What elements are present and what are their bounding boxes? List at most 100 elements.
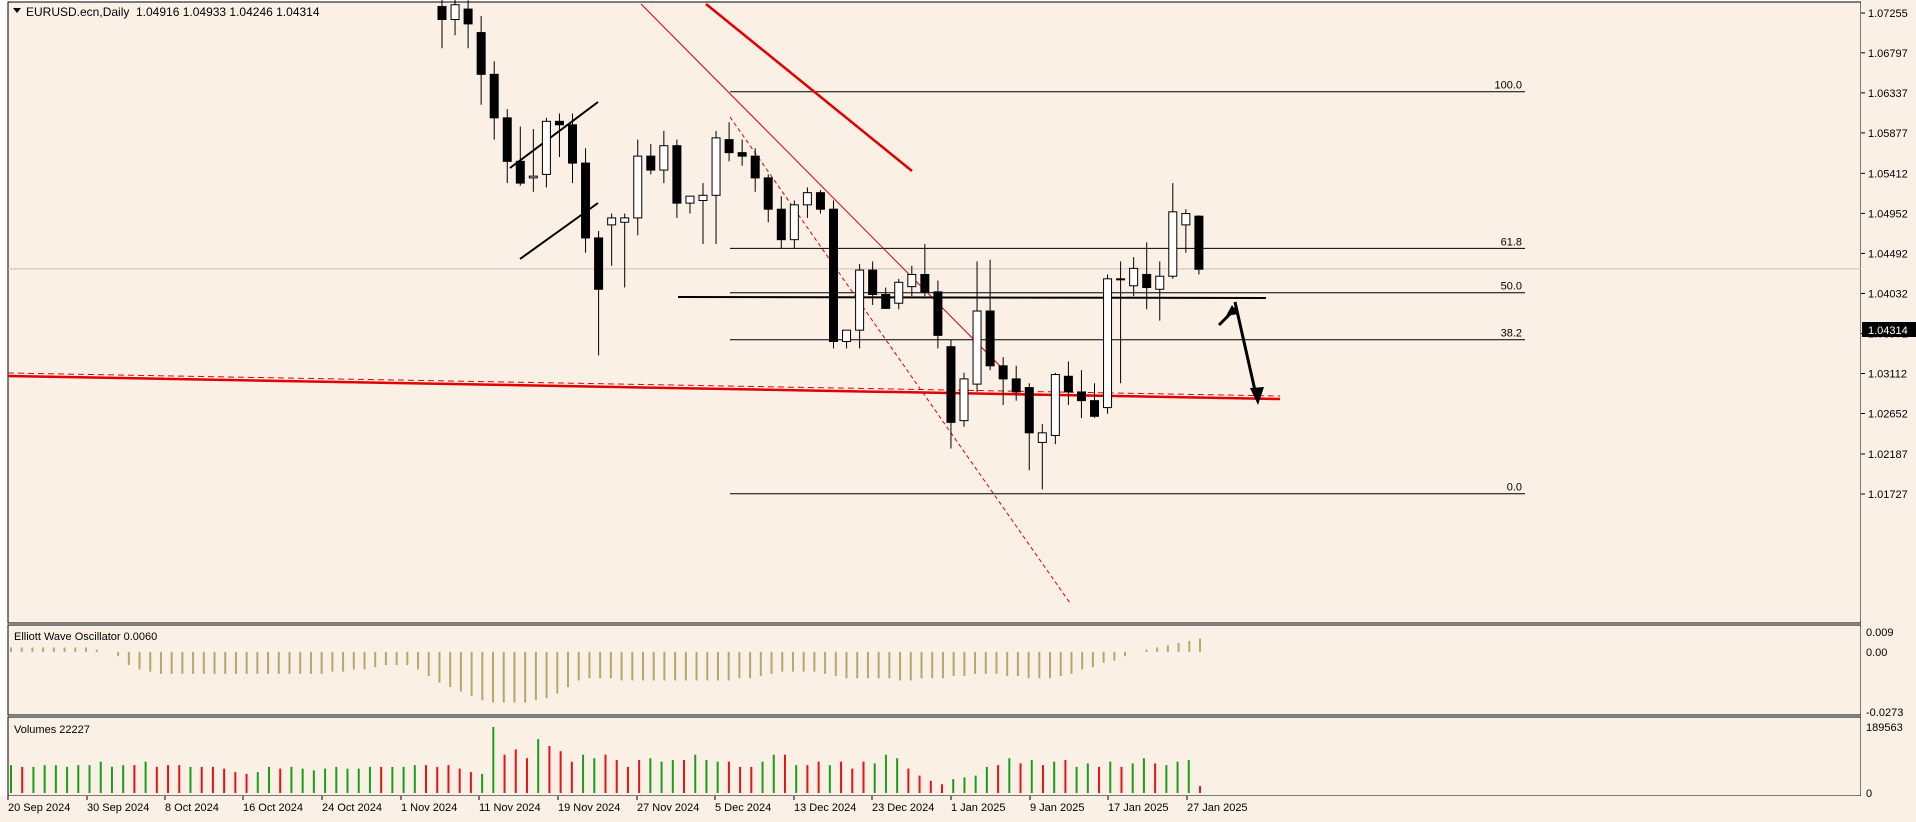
- candle-body: [1181, 213, 1191, 226]
- candle-body: [646, 155, 656, 171]
- candle-body: [1076, 391, 1086, 402]
- candle-body: [959, 378, 969, 422]
- candle-body: [1142, 273, 1152, 289]
- time-axis-ticks: 20 Sep 2024 30 Sep 2024 8 Oct 2024 16 Oct 2…: [7, 796, 1248, 814]
- candle-body: [829, 208, 838, 342]
- price-tick-label: 1.02652: [1868, 409, 1908, 421]
- candle-body: [750, 155, 760, 179]
- time-tick-label: 11 Nov 2024: [479, 802, 541, 814]
- fib-level-label: 38.2: [1501, 328, 1522, 340]
- candle-body: [998, 365, 1008, 380]
- price-tick-label: 1.04952: [1868, 208, 1908, 220]
- candle-body: [881, 293, 891, 309]
- candle-body: [972, 310, 982, 385]
- candle-body: [1194, 215, 1204, 270]
- projection-down-arrow: [1233, 301, 1258, 396]
- oscillator-label: Elliott Wave Oscillator 0.0060: [14, 631, 157, 643]
- time-tick-label: 8 Oct 2024: [165, 802, 219, 814]
- candle-body: [528, 175, 538, 179]
- candle-body: [1155, 275, 1165, 290]
- time-tick-label: 1 Jan 2025: [951, 802, 1005, 814]
- time-tick-label: 23 Dec 2024: [872, 802, 934, 814]
- time-tick-label: 27 Nov 2024: [637, 802, 699, 814]
- oscillator-panel[interactable]: [7, 624, 1862, 716]
- price-tick-label: 1.06797: [1868, 48, 1908, 60]
- red-channel-line: [705, 3, 913, 172]
- time-tick-label: 19 Nov 2024: [558, 802, 620, 814]
- candle-body: [489, 73, 499, 119]
- candle-body: [437, 5, 447, 21]
- price-tick-label: 1.05412: [1868, 168, 1908, 180]
- volumes-label: Volumes 22227: [14, 724, 90, 736]
- candle-body: [763, 177, 773, 210]
- candle-body: [737, 152, 747, 157]
- price-tick-label: 1.01727: [1868, 489, 1908, 501]
- candle-body: [594, 237, 604, 290]
- volume-bars: 189563 0: [10, 722, 1903, 800]
- time-tick-label: 5 Dec 2024: [715, 802, 771, 814]
- current-price-label: 1.04314: [1868, 325, 1908, 337]
- candle-body: [672, 145, 682, 204]
- time-tick-label: 1 Nov 2024: [401, 802, 457, 814]
- candle-body: [1129, 267, 1139, 287]
- candlestick-series: [437, 0, 1204, 490]
- candle-body: [1063, 375, 1073, 393]
- candle-body: [515, 160, 525, 184]
- flag-upper-line: [509, 101, 599, 169]
- price-tick-label: 1.05877: [1868, 128, 1908, 140]
- candle-body: [1168, 211, 1178, 277]
- volume-tick-label: 189563: [1866, 722, 1903, 734]
- candle-body: [685, 195, 695, 204]
- time-scale: [0, 796, 1916, 822]
- candle-body: [463, 8, 473, 25]
- candle-body: [868, 269, 878, 295]
- oscillator-bars: 0.009 0.00 -0.0273: [10, 627, 1903, 719]
- candle-body: [450, 4, 460, 21]
- candle-body: [698, 194, 708, 202]
- candle-body: [1090, 400, 1099, 417]
- candle-body: [607, 217, 617, 226]
- candle-body: [1116, 278, 1126, 281]
- price-scale: [1861, 0, 1916, 800]
- volume-tick-label: 0: [1866, 788, 1872, 800]
- candle-body: [789, 204, 799, 241]
- candle-body: [894, 281, 904, 304]
- time-tick-label: 16 Oct 2024: [243, 802, 303, 814]
- time-tick-label: 17 Jan 2025: [1108, 802, 1169, 814]
- price-tick-label: 1.02187: [1868, 449, 1908, 461]
- candle-body: [776, 208, 786, 241]
- price-tick-label: 1.04032: [1868, 288, 1908, 300]
- volume-panel[interactable]: [7, 716, 1862, 797]
- fib-level-label: 100.0: [1494, 80, 1522, 92]
- candle-body: [815, 192, 825, 210]
- candle-body: [1011, 378, 1021, 393]
- candle-body: [1037, 432, 1047, 443]
- candle-body: [920, 273, 930, 293]
- time-tick-label: 30 Sep 2024: [87, 802, 149, 814]
- oscillator-tick-label: -0.0273: [1866, 707, 1903, 719]
- oscillator-tick-label: 0.00: [1866, 647, 1887, 659]
- candle-body: [568, 124, 577, 164]
- price-tick-label: 1.07255: [1868, 8, 1908, 20]
- fib-level-label: 61.8: [1501, 236, 1522, 248]
- candle-body: [541, 120, 551, 175]
- small-up-arrowhead: [1226, 305, 1238, 316]
- candle-body: [1024, 387, 1034, 434]
- candle-body: [1103, 278, 1113, 409]
- candle-body: [724, 139, 734, 154]
- candle-body: [581, 162, 591, 239]
- chart-symbol: EURUSD.ecn,Daily: [26, 5, 129, 19]
- time-tick-label: 20 Sep 2024: [8, 802, 70, 814]
- thin-red-trendline: [640, 3, 1007, 373]
- time-tick-label: 27 Jan 2025: [1187, 802, 1248, 814]
- price-tick-label: 1.03112: [1868, 368, 1907, 380]
- candle-body: [476, 32, 486, 75]
- candle-body: [502, 117, 512, 162]
- fib-level-label: 50.0: [1501, 281, 1522, 293]
- projection-arrows[interactable]: [1217, 301, 1264, 405]
- panel-collapse-icon[interactable]: [13, 8, 21, 13]
- candle-body: [554, 120, 564, 126]
- price-tick-label: 1.06337: [1868, 88, 1908, 100]
- time-tick-label: 24 Oct 2024: [322, 802, 382, 814]
